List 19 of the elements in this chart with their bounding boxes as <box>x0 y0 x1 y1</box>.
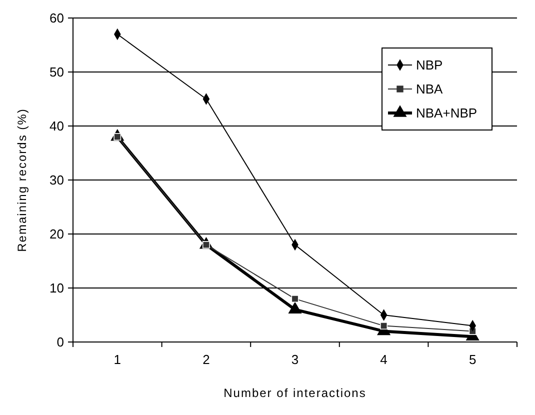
x-tick-label: 3 <box>291 352 299 367</box>
x-tick-label: 1 <box>114 352 122 367</box>
x-tick-label: 2 <box>202 352 210 367</box>
point <box>291 295 299 303</box>
y-axis-title: Remaining records (%) <box>15 108 29 252</box>
y-tick-label: 60 <box>50 10 64 26</box>
y-tick-label: 40 <box>50 118 64 134</box>
legend-label: NBA+NBP <box>416 106 478 121</box>
y-tick-label: 50 <box>50 64 64 80</box>
legend-label: NBP <box>416 58 443 73</box>
legend-label: NBA <box>416 82 444 97</box>
x-axis-title: Number of interactions <box>224 386 366 400</box>
y-tick-label: 30 <box>50 172 64 188</box>
y-tick-label: 20 <box>50 226 64 242</box>
x-tick-label: 5 <box>468 352 476 367</box>
y-tick-label: 10 <box>50 280 64 296</box>
x-tick-label: 4 <box>380 352 388 367</box>
point <box>380 322 388 330</box>
y-tick-label: 0 <box>56 334 64 350</box>
